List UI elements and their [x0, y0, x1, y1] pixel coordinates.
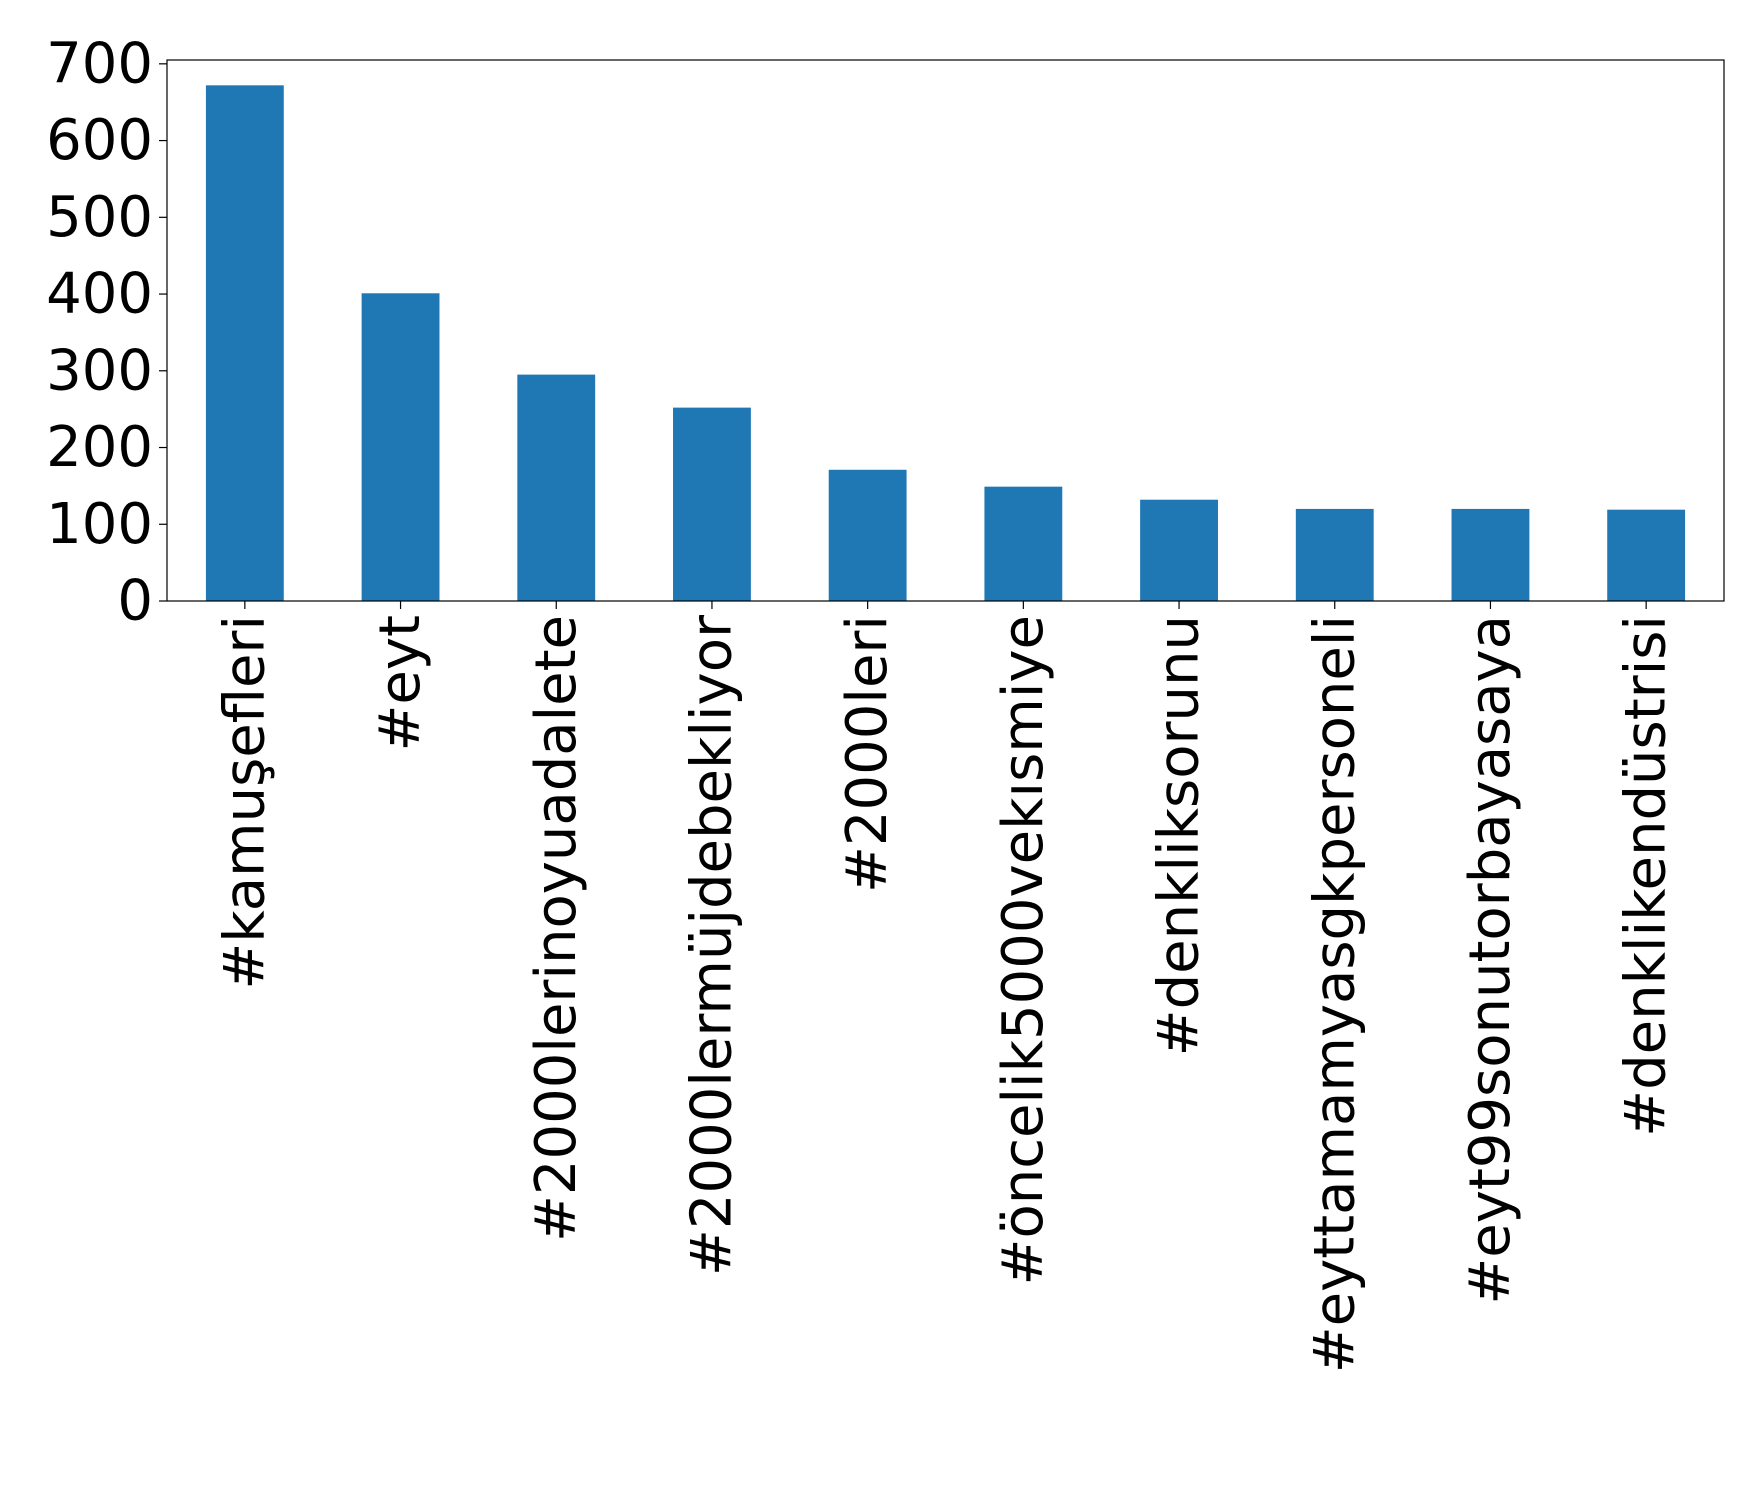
bar-6 [984, 486, 1063, 601]
bar-2 [361, 293, 440, 601]
x-tick-label: #kamuşefleri [212, 615, 277, 990]
x-tick-label: #2000lerinoyuadalete [524, 615, 589, 1242]
bars-group [205, 85, 1686, 601]
y-tick-label: 100 [46, 492, 153, 557]
bar-5 [828, 469, 907, 601]
y-tick-label: 500 [46, 185, 153, 250]
bar-10 [1607, 509, 1686, 601]
bar-9 [1451, 508, 1530, 601]
x-tick-label: #2000leri [835, 615, 900, 893]
y-tick-label: 300 [46, 338, 153, 403]
y-tick-label: 700 [46, 31, 153, 96]
plot-frame [166, 59, 1725, 602]
x-tick-label: #eyttamamyasgkpersoneli [1302, 615, 1367, 1373]
x-tick-label: #2000lermüjdebekliyor [679, 614, 744, 1276]
x-tick-label: #eyt [368, 615, 433, 751]
bar-8 [1295, 508, 1374, 601]
y-tick-label: 0 [117, 569, 153, 634]
x-tick-label: #denklikendüstrisi [1614, 615, 1679, 1137]
x-tick-label: #denkliksorunu [1147, 615, 1212, 1056]
x-axis: #kamuşefleri #eyt #2000lerinoyuadalete #200… [212, 601, 1679, 1373]
x-tick-label: #eyt99sonutorbayasaya [1458, 615, 1523, 1305]
bar-4 [673, 407, 751, 601]
bar-3 [517, 374, 596, 601]
y-tick-label: 400 [46, 262, 153, 327]
y-tick-label: 600 [46, 108, 153, 173]
x-tick-label: #öncelik5000vekısmiye [991, 615, 1056, 1285]
y-tick-label: 200 [46, 415, 153, 480]
y-axis: 0 100 200 300 400 500 600 700 [46, 31, 167, 634]
bar-7 [1140, 499, 1218, 601]
bar-1 [205, 85, 284, 601]
